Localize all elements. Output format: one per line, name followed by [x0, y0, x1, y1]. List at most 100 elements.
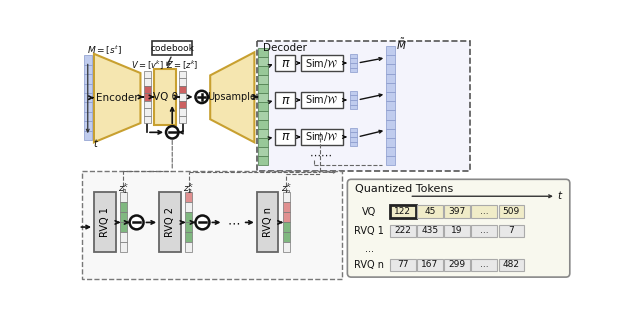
Bar: [417, 205, 443, 218]
Text: $\tilde{M}$: $\tilde{M}$: [396, 37, 407, 52]
Bar: [94, 192, 116, 252]
Bar: [444, 259, 470, 271]
Text: $z_n^k$: $z_n^k$: [280, 181, 292, 196]
Bar: [120, 232, 127, 243]
Bar: [390, 205, 415, 218]
Bar: [84, 93, 92, 102]
Bar: [349, 59, 358, 63]
Text: $V=[v^k]$: $V=[v^k]$: [131, 59, 163, 72]
Bar: [301, 92, 343, 108]
Bar: [179, 78, 186, 86]
Bar: [499, 259, 524, 271]
Bar: [186, 222, 193, 232]
Bar: [179, 101, 186, 108]
Text: Quantized Tokens: Quantized Tokens: [355, 184, 453, 194]
Bar: [186, 232, 193, 243]
Bar: [259, 57, 268, 67]
Bar: [84, 74, 92, 84]
Bar: [186, 243, 193, 252]
Bar: [259, 93, 268, 102]
Bar: [120, 203, 127, 212]
Bar: [349, 54, 358, 59]
Text: $\mathrm{Sim}/\mathcal{W}$: $\mathrm{Sim}/\mathcal{W}$: [305, 57, 339, 69]
Bar: [179, 116, 186, 123]
Bar: [259, 67, 268, 76]
Text: 19: 19: [451, 227, 463, 236]
Bar: [386, 55, 395, 64]
Text: RVQ 1: RVQ 1: [354, 226, 384, 236]
Text: $z_1^k$: $z_1^k$: [118, 181, 129, 196]
Bar: [152, 42, 193, 55]
Bar: [301, 55, 343, 71]
Bar: [386, 64, 395, 74]
Text: VQ 0: VQ 0: [153, 92, 178, 102]
Bar: [386, 120, 395, 129]
Text: 45: 45: [424, 207, 436, 216]
Text: 222: 222: [394, 227, 412, 236]
Text: Upsample: Upsample: [207, 92, 257, 102]
Bar: [472, 205, 497, 218]
Bar: [259, 129, 268, 139]
Bar: [275, 92, 296, 108]
Bar: [143, 101, 150, 108]
Bar: [179, 86, 186, 93]
Text: RVQ 2: RVQ 2: [165, 207, 175, 237]
Bar: [179, 93, 186, 101]
Bar: [84, 102, 92, 112]
Text: $\cdots\cdots$: $\cdots\cdots$: [308, 150, 332, 160]
Bar: [349, 100, 358, 105]
Bar: [259, 102, 268, 111]
FancyBboxPatch shape: [348, 179, 570, 277]
Bar: [84, 65, 92, 74]
Bar: [120, 192, 127, 203]
Bar: [386, 138, 395, 147]
Bar: [386, 156, 395, 165]
Text: 122: 122: [394, 207, 412, 216]
Bar: [275, 129, 296, 145]
Text: ...: ...: [480, 260, 488, 269]
Bar: [259, 84, 268, 93]
Text: $\pi$: $\pi$: [280, 93, 290, 107]
Text: 509: 509: [502, 207, 520, 216]
Text: $t$: $t$: [557, 189, 564, 201]
Bar: [143, 108, 150, 116]
Bar: [301, 129, 343, 145]
Bar: [259, 148, 268, 156]
Bar: [120, 212, 127, 222]
Bar: [283, 243, 290, 252]
Text: 397: 397: [449, 207, 466, 216]
Bar: [84, 131, 92, 140]
Bar: [275, 55, 296, 71]
Bar: [386, 147, 395, 156]
Bar: [499, 225, 524, 237]
Bar: [120, 243, 127, 252]
Bar: [186, 203, 193, 212]
Bar: [386, 101, 395, 110]
Bar: [84, 55, 92, 65]
Bar: [444, 205, 470, 218]
Bar: [84, 84, 92, 93]
Text: Encoder: Encoder: [96, 93, 138, 103]
Bar: [179, 108, 186, 116]
Bar: [417, 225, 443, 237]
Bar: [349, 137, 358, 141]
Bar: [143, 93, 150, 101]
Bar: [257, 42, 470, 171]
Text: $z_2^k$: $z_2^k$: [183, 181, 194, 196]
Polygon shape: [94, 54, 140, 142]
Bar: [259, 76, 268, 84]
Bar: [499, 205, 524, 218]
Text: ...: ...: [480, 227, 488, 236]
Text: 299: 299: [449, 260, 466, 269]
Polygon shape: [210, 52, 254, 142]
Text: $\mathrm{Sim}/\mathcal{W}$: $\mathrm{Sim}/\mathcal{W}$: [305, 131, 339, 143]
Bar: [472, 259, 497, 271]
Text: 77: 77: [397, 260, 408, 269]
Text: RVQ n: RVQ n: [262, 207, 273, 237]
Bar: [417, 259, 443, 271]
Bar: [444, 225, 470, 237]
Circle shape: [195, 91, 208, 103]
Bar: [259, 156, 268, 165]
Text: ...: ...: [365, 244, 374, 254]
Text: $\mathrm{Sim}/\mathcal{W}$: $\mathrm{Sim}/\mathcal{W}$: [305, 93, 339, 107]
